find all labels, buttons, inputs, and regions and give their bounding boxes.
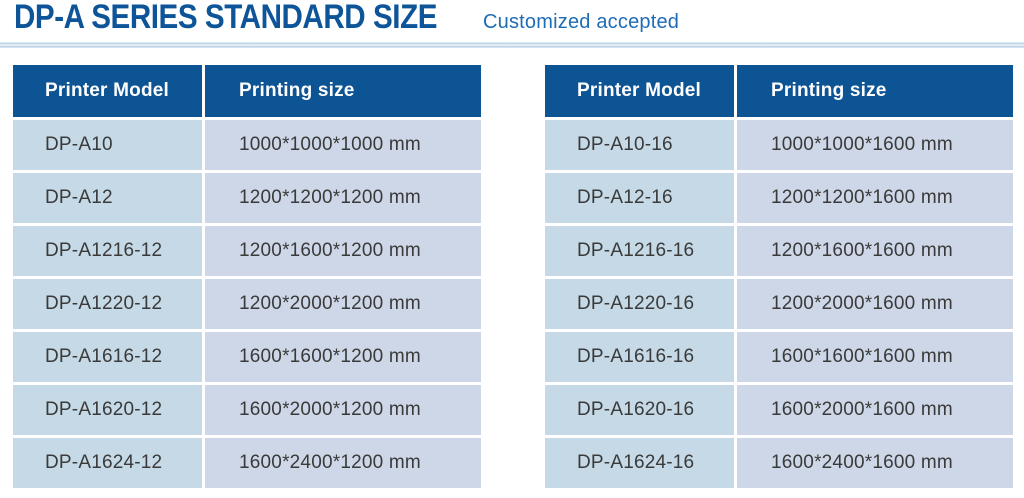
printing-size-cell: 1600*1600*1200 mm (205, 332, 481, 382)
printing-size-cell: 1600*2400*1200 mm (205, 438, 481, 488)
printer-model-cell: DP-A1624-12 (13, 438, 202, 488)
printer-model-cell: DP-A1216-12 (13, 226, 202, 276)
printer-model-cell: DP-A1220-16 (545, 279, 734, 329)
header-cell-printing-size: Printing size (737, 65, 1013, 117)
size-table-right: Printer Model Printing size DP-A10-16 1000*… (545, 65, 1013, 488)
header-cell-printer-model: Printer Model (545, 65, 734, 117)
printing-size-cell: 1600*2000*1600 mm (737, 385, 1013, 435)
printing-size-cell: 1200*1200*1600 mm (737, 173, 1013, 223)
printing-size-cell: 1000*1000*1600 mm (737, 120, 1013, 170)
header-cell-printing-size: Printing size (205, 65, 481, 117)
printer-model-cell: DP-A1220-12 (13, 279, 202, 329)
printing-size-cell: 1600*2400*1600 mm (737, 438, 1013, 488)
printer-model-cell: DP-A1624-16 (545, 438, 734, 488)
printer-model-cell: DP-A1620-12 (13, 385, 202, 435)
header-cell-printer-model: Printer Model (13, 65, 202, 117)
printer-model-cell: DP-A1616-16 (545, 332, 734, 382)
printer-model-cell: DP-A1620-16 (545, 385, 734, 435)
size-table-left: Printer Model Printing size DP-A10 1000*100… (13, 65, 481, 488)
printer-model-cell: DP-A10-16 (545, 120, 734, 170)
printer-model-cell: DP-A10 (13, 120, 202, 170)
printer-model-cell: DP-A1616-12 (13, 332, 202, 382)
printing-size-cell: 1200*1200*1200 mm (205, 173, 481, 223)
printing-size-cell: 1000*1000*1000 mm (205, 120, 481, 170)
printer-model-cell: DP-A12-16 (545, 173, 734, 223)
title-divider-rule (0, 42, 1024, 48)
printing-size-cell: 1200*2000*1600 mm (737, 279, 1013, 329)
printer-model-cell: DP-A12 (13, 173, 202, 223)
printing-size-cell: 1600*1600*1600 mm (737, 332, 1013, 382)
page-title: DP-A SERIES STANDARD SIZE (14, 0, 438, 36)
printer-model-cell: DP-A1216-16 (545, 226, 734, 276)
printing-size-cell: 1200*2000*1200 mm (205, 279, 481, 329)
printing-size-cell: 1200*1600*1200 mm (205, 226, 481, 276)
printing-size-cell: 1200*1600*1600 mm (737, 226, 1013, 276)
page-subtitle: Customized accepted (483, 11, 680, 33)
printing-size-cell: 1600*2000*1200 mm (205, 385, 481, 435)
